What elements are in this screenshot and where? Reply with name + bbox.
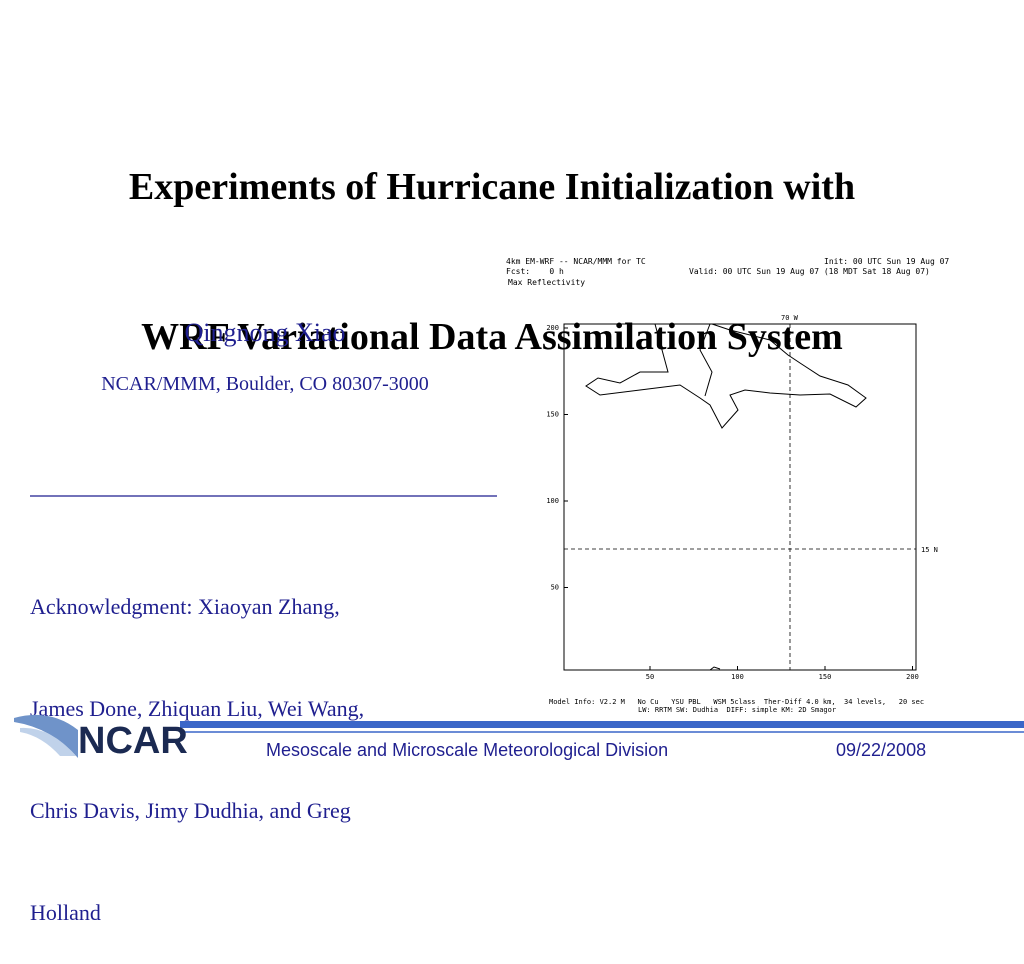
x-tick-label: 150 [819, 673, 832, 681]
coastline [585, 323, 867, 429]
ack-line: James Done, Zhiquan Liu, Wei Wang, [30, 696, 365, 721]
slide-title: Experiments of Hurricane Initialization … [0, 62, 984, 412]
ack-line: Acknowledgment: Xiaoyan Zhang, [30, 594, 340, 619]
map-frame [563, 323, 917, 671]
title-line: WRF Variational Data Assimilation System [141, 316, 843, 358]
figure-graphics: 70 W 15 N NCAR 50 100 150 200 50 100 150 200 [14, 314, 1024, 762]
x-tick-label: 200 [906, 673, 919, 681]
ack-line: Chris Davis, Jimy Dudhia, and Greg [30, 798, 351, 823]
coastline [709, 666, 721, 671]
figure-header-right: Valid: 00 UTC Sun 19 Aug 07 (18 MDT Sat … [689, 267, 930, 276]
author-name: Qingnong Xiao [184, 318, 346, 347]
figure-header-right: Init: 00 UTC Sun 19 Aug 07 [824, 257, 950, 266]
logo-swoosh [14, 714, 78, 758]
x-tick-label: 100 [731, 673, 744, 681]
footer-bar [180, 721, 1024, 728]
y-tick-label: 100 [546, 497, 559, 505]
figure-header-left: 4km EM-WRF -- NCAR/MMM for TC [506, 257, 646, 266]
title-line: Experiments of Hurricane Initialization … [128, 166, 856, 208]
author-affiliation: NCAR/MMM, Boulder, CO 80307-3000 [101, 373, 429, 395]
parallel-label: 15 N [921, 546, 938, 554]
y-tick-label: 150 [546, 411, 559, 419]
border [699, 323, 713, 397]
figure-header-left: Fcst: 0 h [506, 267, 564, 276]
figure-footer: Model Info: V2.2 M No Cu YSU PBL WSM 5cl… [549, 698, 925, 706]
logo-swoosh [20, 727, 76, 756]
slide: Experiments of Hurricane Initialization … [0, 62, 1024, 925]
figure-footer: LW: RRTM SW: Dudhia DIFF: simple KM: 2D … [638, 706, 837, 714]
y-tick-label: 50 [551, 584, 559, 592]
footer-date: 09/22/2008 [836, 740, 927, 760]
figure-header-left: Max Reflectivity [508, 278, 586, 287]
x-tick-label: 50 [646, 673, 654, 681]
footer-division: Mesoscale and Microscale Meteorological … [266, 740, 669, 760]
y-tick-label: 200 [546, 324, 559, 332]
meridian-label: 70 W [781, 314, 799, 322]
ack-line: Holland [30, 900, 101, 925]
logo-text: NCAR [78, 720, 188, 762]
